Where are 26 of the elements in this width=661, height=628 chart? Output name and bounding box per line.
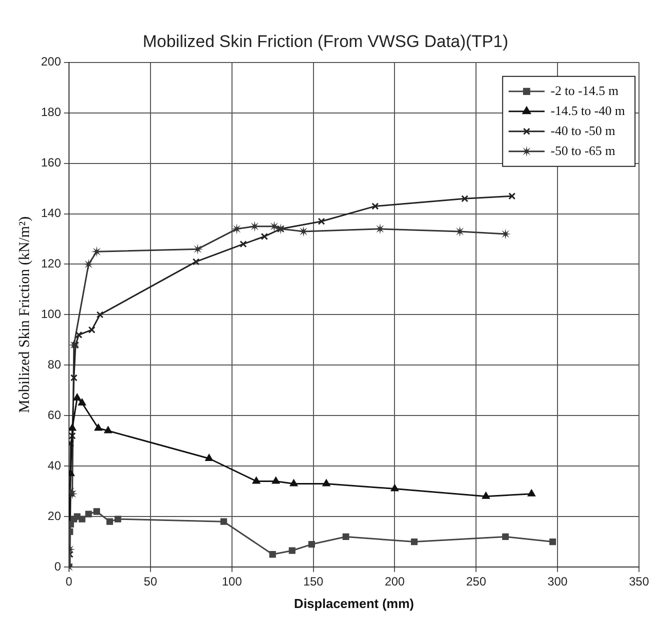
y-tick-label: 120 [40, 256, 62, 271]
y-tick-label: 60 [48, 408, 62, 422]
x-tick-label: 250 [466, 574, 486, 589]
y-tick-label: 100 [40, 307, 62, 322]
y-tick-label: 80 [48, 357, 62, 372]
y-tick-label: 40 [48, 458, 62, 472]
legend-label: -2 to -14.5 m [550, 82, 619, 98]
legend-label: -14.5 to -40 m [550, 102, 626, 118]
x-axis-title: Displacement (mm) [294, 596, 414, 611]
y-tick-label: 0 [54, 559, 62, 574]
x-tick-label: 150 [303, 574, 324, 589]
chart-title: Mobilized Skin Friction (From VWSG Data)(TP1) [142, 32, 508, 51]
y-axis-title: Mobilized Skin Friction (kN/m²) [16, 216, 33, 413]
x-tick-label: 100 [222, 574, 242, 589]
legend-label: -40 to -50 m [550, 122, 616, 138]
y-tick-label: 180 [40, 105, 62, 120]
y-tick-label: 160 [40, 156, 62, 170]
x-tick-label: 50 [144, 574, 158, 589]
x-tick-label: 0 [66, 574, 73, 589]
y-tick-label: 20 [48, 508, 62, 523]
x-tick-label: 350 [628, 574, 650, 589]
y-tick-label: 200 [40, 54, 62, 69]
legend-label: -50 to -65 m [550, 142, 616, 158]
y-tick-label: 140 [40, 206, 62, 220]
x-tick-label: 200 [384, 574, 406, 589]
x-tick-label: 300 [548, 574, 568, 589]
